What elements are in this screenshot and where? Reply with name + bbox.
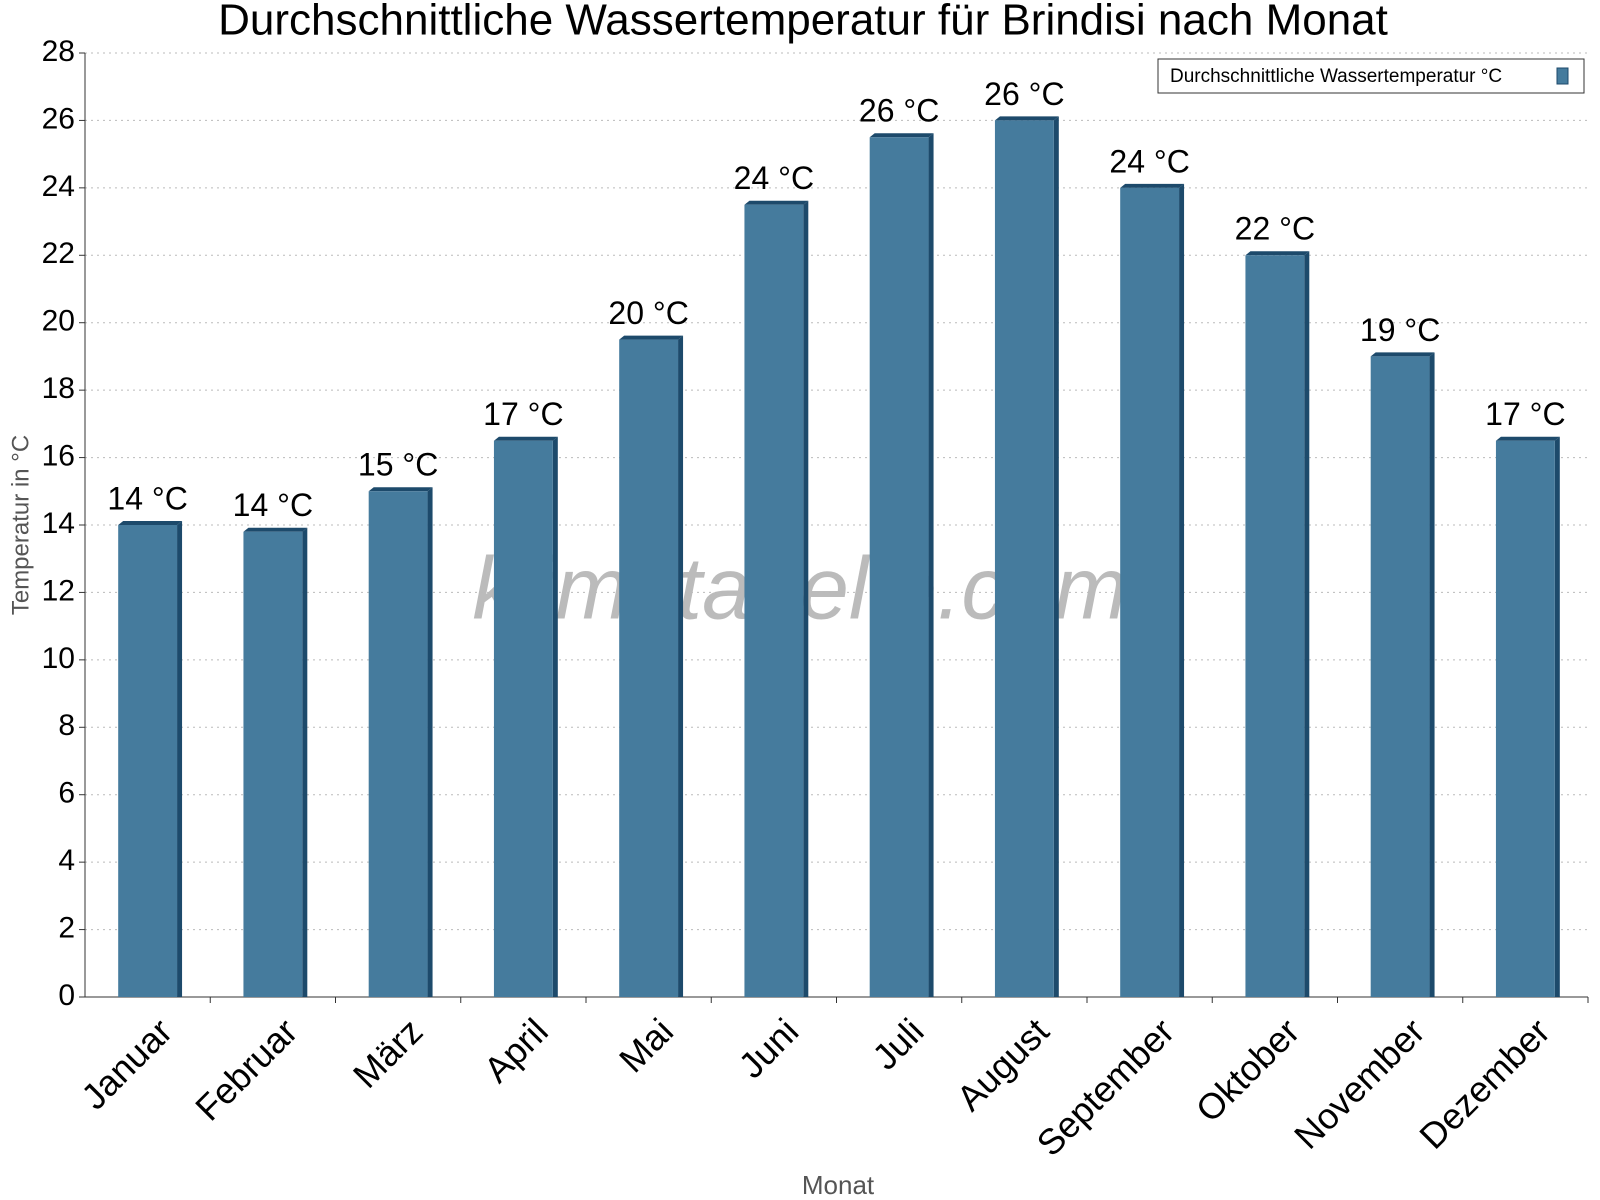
bar <box>493 440 553 997</box>
value-label: 24 °C <box>1109 143 1189 179</box>
x-tick-label: Juni <box>731 1010 807 1086</box>
value-label: 17 °C <box>1485 396 1565 432</box>
value-label: 22 °C <box>1235 211 1315 247</box>
bar-top <box>243 527 308 532</box>
bar-top <box>619 335 684 340</box>
y-tick-label: 28 <box>42 35 75 68</box>
bar-top <box>1370 352 1435 357</box>
x-tick-label: Oktober <box>1188 1010 1308 1130</box>
bar-side <box>1053 116 1059 997</box>
bar <box>744 204 804 997</box>
y-tick-label: 10 <box>42 642 75 675</box>
y-tick-label: 16 <box>42 439 75 472</box>
bar <box>243 531 303 997</box>
value-label: 26 °C <box>859 93 939 129</box>
bar-side <box>678 335 684 998</box>
x-tick-label: Juli <box>864 1010 931 1077</box>
y-tick-label: 14 <box>42 507 75 540</box>
bar-side <box>928 133 934 998</box>
x-tick-label: Dezember <box>1411 1010 1557 1156</box>
bar <box>1370 356 1430 997</box>
value-label: 19 °C <box>1360 312 1440 348</box>
legend-box <box>1157 58 1585 94</box>
y-tick-label: 20 <box>42 305 75 338</box>
y-tick-label: 22 <box>42 237 75 270</box>
bar <box>1245 255 1305 998</box>
bar-top <box>1495 436 1560 441</box>
value-label: 17 °C <box>483 396 563 432</box>
bar <box>994 120 1054 997</box>
value-label: 15 °C <box>358 447 438 483</box>
legend-swatch <box>1556 67 1569 85</box>
y-tick-label: 2 <box>58 911 75 944</box>
value-label: 14 °C <box>233 487 313 523</box>
x-tick-label: Februar <box>187 1010 305 1128</box>
bar-top <box>1245 251 1310 256</box>
bar-side <box>177 521 183 997</box>
bar-top <box>1120 183 1185 188</box>
bar <box>118 525 178 997</box>
bar <box>619 339 679 998</box>
bar-side <box>1304 251 1310 998</box>
bar-side <box>552 436 558 997</box>
chart-title: Durchschnittliche Wassertemperatur für B… <box>218 0 1388 45</box>
legend-label: Durchschnittliche Wassertemperatur °C <box>1170 66 1502 87</box>
bar-top <box>869 133 934 138</box>
bar-side <box>1554 436 1560 997</box>
value-label: 24 °C <box>734 160 814 196</box>
bar-top <box>118 521 183 525</box>
bar <box>368 491 428 997</box>
bar-top <box>368 487 433 492</box>
value-label: 14 °C <box>107 480 187 516</box>
x-tick-label: November <box>1286 1010 1432 1156</box>
bar-side <box>1429 352 1435 997</box>
y-tick-label: 26 <box>42 102 75 135</box>
bar-side <box>803 200 809 997</box>
bar-side <box>427 487 433 997</box>
bar-side <box>1179 183 1185 997</box>
y-tick-label: 12 <box>42 574 75 607</box>
bar-top <box>994 116 1059 121</box>
x-tick-label: April <box>476 1010 556 1090</box>
x-tick-label: Mai <box>611 1010 681 1080</box>
bar-top <box>744 200 809 205</box>
x-axis-label: Monat <box>802 1170 875 1200</box>
y-tick-label: 6 <box>58 777 75 810</box>
bar <box>1495 440 1555 997</box>
value-label: 20 °C <box>608 295 688 331</box>
value-label: 26 °C <box>984 76 1064 112</box>
y-tick-label: 18 <box>42 372 75 405</box>
x-tick-label: August <box>949 1010 1057 1118</box>
bar-side <box>302 527 308 997</box>
x-tick-label: September <box>1028 1010 1182 1164</box>
bar <box>869 137 929 998</box>
x-tick-label: März <box>345 1010 431 1096</box>
y-tick-label: 0 <box>58 979 75 1012</box>
y-tick-label: 4 <box>58 844 75 877</box>
y-axis-label: Temperatur in °C <box>7 435 34 615</box>
y-tick-label: 8 <box>58 709 75 742</box>
y-tick-label: 24 <box>42 170 75 203</box>
bar-top <box>493 436 558 441</box>
x-tick-label: Januar <box>73 1010 180 1117</box>
bar <box>1120 187 1180 997</box>
